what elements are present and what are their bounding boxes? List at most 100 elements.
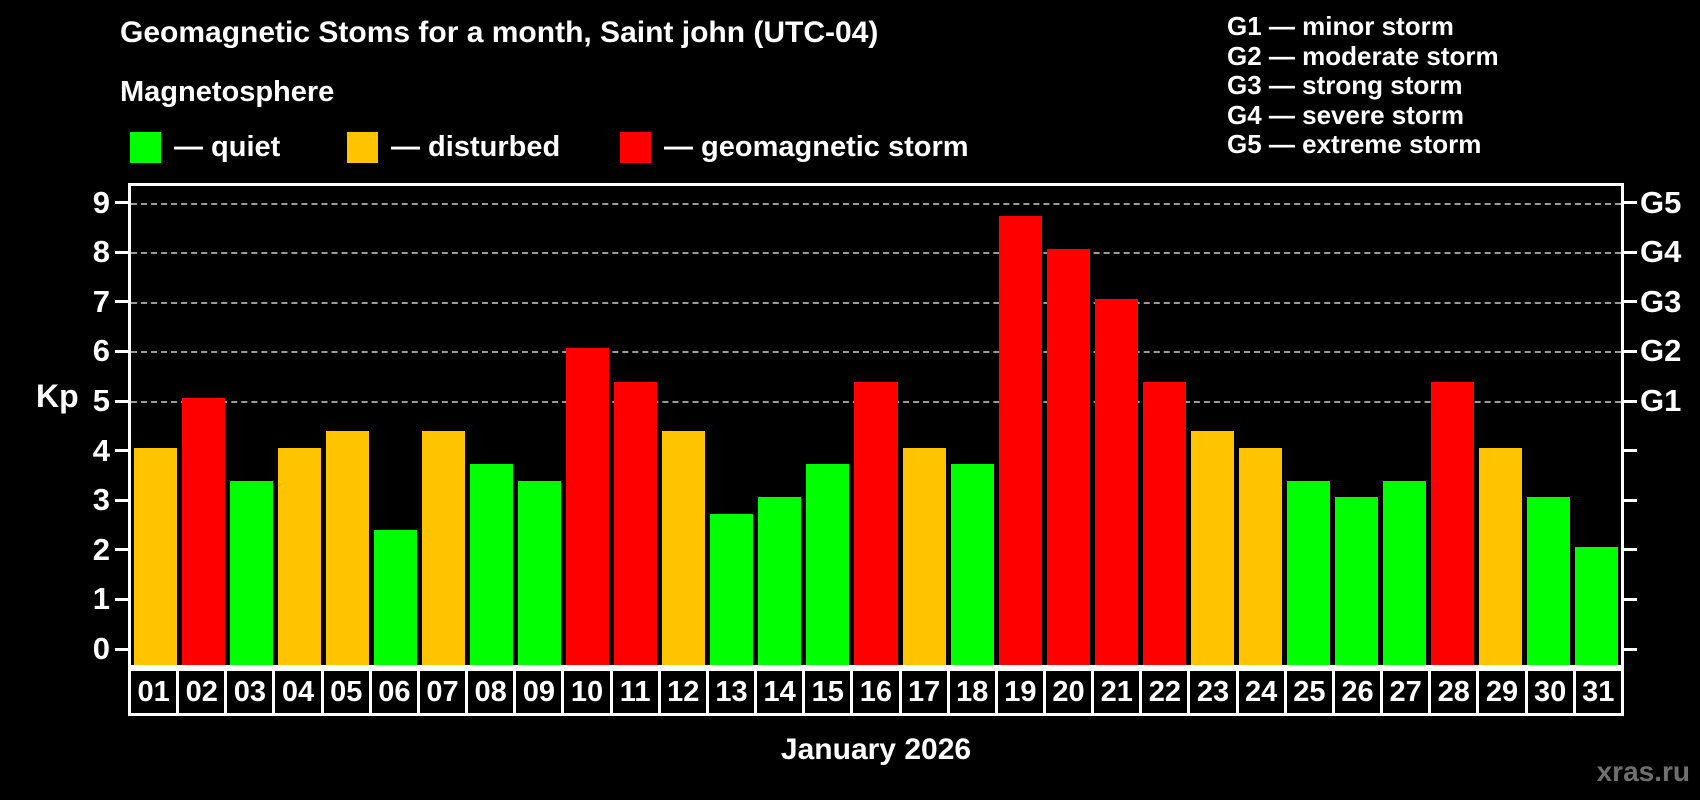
- y-axis-label-9: 9: [92, 184, 110, 220]
- kp-bar-day-21: [1094, 298, 1138, 665]
- legend-item-storm: — geomagnetic storm: [620, 131, 969, 163]
- kp-bar-day-29: [1479, 447, 1523, 665]
- right-axis-label-G3: G3: [1640, 283, 1682, 319]
- day-label-14: 14: [754, 668, 806, 716]
- y-axis-label-1: 1: [92, 581, 110, 617]
- legend-swatch-quiet: [130, 131, 161, 163]
- magnetosphere-label: Magnetosphere: [120, 76, 335, 108]
- y-axis-label-7: 7: [92, 283, 110, 319]
- day-label-27: 27: [1380, 668, 1432, 716]
- g-scale-line-G4: G4 — severe storm: [1227, 99, 1465, 130]
- day-label-28: 28: [1428, 668, 1480, 716]
- day-label-18: 18: [946, 668, 998, 716]
- y-axis-label-2: 2: [92, 531, 110, 567]
- day-label-21: 21: [1091, 668, 1143, 716]
- day-label-08: 08: [465, 668, 517, 716]
- legend-label-quiet: — quiet: [174, 131, 281, 163]
- kp-bar-day-18: [950, 463, 994, 665]
- day-label-30: 30: [1524, 668, 1576, 716]
- day-label-26: 26: [1331, 668, 1384, 716]
- left-tick-kp9: [115, 201, 128, 205]
- kp-bar-day-30: [1527, 497, 1571, 665]
- kp-bar-day-14: [758, 497, 802, 665]
- left-tick-kp1: [115, 597, 128, 601]
- day-label-07: 07: [416, 668, 469, 716]
- kp-bar-day-20: [1046, 249, 1090, 665]
- legend-item-disturbed: — disturbed: [347, 131, 560, 163]
- y-axis-label-3: 3: [92, 482, 110, 518]
- right-tick-kp2: [1624, 548, 1637, 552]
- left-tick-kp2: [115, 548, 128, 552]
- kp-bar-day-26: [1335, 497, 1379, 665]
- left-tick-kp5: [115, 399, 128, 403]
- day-label-24: 24: [1235, 668, 1287, 716]
- watermark: xras.ru: [1596, 756, 1690, 787]
- day-label-31: 31: [1572, 668, 1624, 716]
- day-label-15: 15: [802, 668, 854, 716]
- y-axis-label-6: 6: [92, 333, 110, 369]
- left-tick-kp4: [115, 449, 128, 453]
- right-tick-kp0: [1624, 647, 1637, 651]
- day-label-16: 16: [850, 668, 902, 716]
- right-tick-kp4: [1624, 449, 1637, 453]
- day-label-29: 29: [1476, 668, 1528, 716]
- right-axis-label-G4: G4: [1640, 234, 1682, 270]
- kp-bar-day-03: [229, 480, 273, 665]
- kp-bar-day-19: [998, 215, 1042, 665]
- right-tick-kp6: [1624, 349, 1637, 353]
- gridline-kp7: [131, 301, 1621, 304]
- right-tick-kp8: [1624, 250, 1637, 254]
- kp-bar-day-23: [1190, 431, 1234, 665]
- kp-bar-day-05: [325, 431, 369, 665]
- g-scale-line-G2: G2 — moderate storm: [1227, 40, 1499, 71]
- kp-bar-day-11: [614, 381, 658, 665]
- left-tick-kp8: [115, 250, 128, 254]
- day-label-13: 13: [705, 668, 758, 716]
- day-label-20: 20: [1042, 668, 1095, 716]
- kp-bar-day-07: [421, 431, 465, 665]
- kp-bar-day-12: [662, 431, 706, 665]
- day-label-01: 01: [128, 668, 180, 716]
- kp-bar-day-17: [902, 447, 946, 665]
- day-label-02: 02: [176, 668, 228, 716]
- day-label-25: 25: [1283, 668, 1335, 716]
- kp-bar-day-04: [277, 447, 321, 665]
- gridline-kp9: [131, 202, 1621, 205]
- kp-bar-day-28: [1431, 381, 1475, 665]
- kp-bar-day-25: [1287, 480, 1331, 665]
- right-tick-kp1: [1624, 597, 1637, 601]
- y-axis-label-8: 8: [92, 234, 110, 270]
- day-label-22: 22: [1139, 668, 1191, 716]
- x-axis-day-labels: 01 02 03 04 05 06 07 08 09 10 11 12 13 14 15 16 17 18 19 20…: [128, 668, 1624, 716]
- legend-swatch-storm: [620, 131, 651, 163]
- kp-bar-day-24: [1238, 447, 1283, 665]
- y-axis-title: Kp: [36, 378, 79, 414]
- day-label-17: 17: [898, 668, 950, 716]
- gridline-kp6: [131, 351, 1621, 354]
- kp-bar-day-06: [373, 530, 417, 665]
- g-scale-line-G3: G3 — strong storm: [1227, 70, 1463, 100]
- day-label-10: 10: [561, 668, 613, 716]
- right-axis-label-G2: G2: [1640, 333, 1682, 369]
- kp-bar-day-01: [133, 447, 177, 665]
- day-label-03: 03: [224, 668, 276, 716]
- left-tick-kp3: [115, 498, 128, 502]
- kp-bar-day-10: [566, 348, 610, 665]
- legend-swatch-disturbed: [347, 131, 378, 163]
- kp-bar-day-02: [181, 398, 225, 665]
- x-axis-title: January 2026: [780, 733, 972, 766]
- right-tick-kp9: [1624, 201, 1637, 205]
- day-label-09: 09: [513, 668, 565, 716]
- legend-label-disturbed: — disturbed: [391, 131, 561, 163]
- day-label-05: 05: [320, 668, 372, 716]
- chart-title: Geomagnetic Stoms for a month, Saint joh…: [120, 16, 879, 49]
- right-tick-kp3: [1624, 498, 1637, 502]
- right-tick-kp7: [1624, 300, 1637, 304]
- y-axis-label-4: 4: [92, 432, 110, 468]
- day-label-23: 23: [1187, 668, 1239, 716]
- left-tick-kp6: [115, 349, 128, 353]
- kp-bar-day-15: [806, 463, 850, 665]
- g-scale-line-G5: G5 — extreme storm: [1227, 129, 1482, 159]
- kp-bar-day-31: [1575, 546, 1619, 665]
